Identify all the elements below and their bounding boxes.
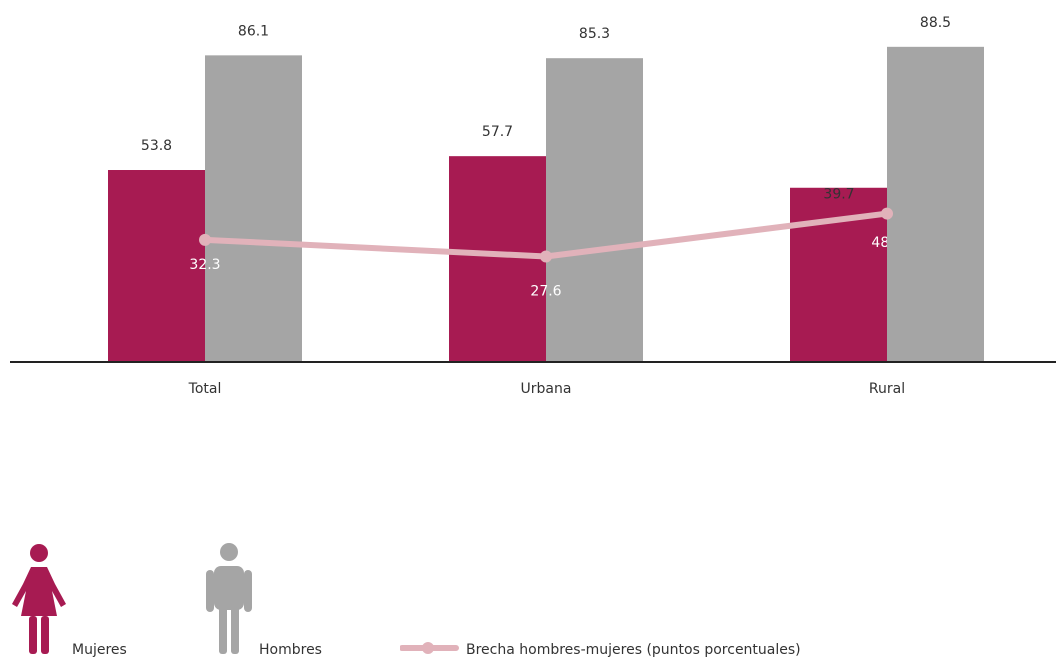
legend: Mujeres Hombres Brecha hombres-mujeres (…: [0, 540, 1056, 658]
gap-label-rural: 39.7: [823, 187, 854, 203]
bar-chart: 53.857.748.886.185.388.5TotalUrbanaRural…: [10, 15, 1056, 397]
gap-point-urbana: [540, 250, 552, 263]
woman-icon: [12, 544, 66, 654]
gap-label-total: 32.3: [189, 257, 220, 273]
data-label-hombres-total: 86.1: [238, 23, 269, 39]
line-marker-icon: [400, 642, 459, 654]
legend-label-mujeres: Mujeres: [72, 642, 127, 658]
data-label-mujeres-urbana: 57.7: [482, 124, 513, 140]
data-label-hombres-urbana: 85.3: [579, 26, 610, 42]
man-icon: [206, 543, 252, 654]
bar-hombres-total: [205, 55, 302, 361]
bar-hombres-rural: [887, 46, 984, 361]
legend-label-hombres: Hombres: [259, 642, 322, 658]
legend-item-hombres: Hombres: [204, 540, 322, 658]
x-tick-label-rural: Rural: [869, 381, 905, 397]
gap-label-urbana: 27.6: [530, 284, 561, 300]
gap-point-rural: [881, 207, 893, 220]
legend-label-brecha: Brecha hombres-mujeres (puntos porcentua…: [466, 642, 801, 658]
bar-mujeres-total: [108, 170, 205, 361]
legend-item-brecha: Brecha hombres-mujeres (puntos porcentua…: [400, 540, 801, 658]
gap-point-total: [199, 233, 211, 246]
bar-hombres-urbana: [546, 58, 643, 362]
x-tick-label-total: Total: [188, 381, 222, 397]
legend-item-mujeres: Mujeres: [10, 540, 127, 658]
x-tick-label-urbana: Urbana: [521, 381, 572, 397]
data-label-hombres-rural: 88.5: [920, 15, 951, 31]
data-label-mujeres-total: 53.8: [141, 138, 172, 154]
